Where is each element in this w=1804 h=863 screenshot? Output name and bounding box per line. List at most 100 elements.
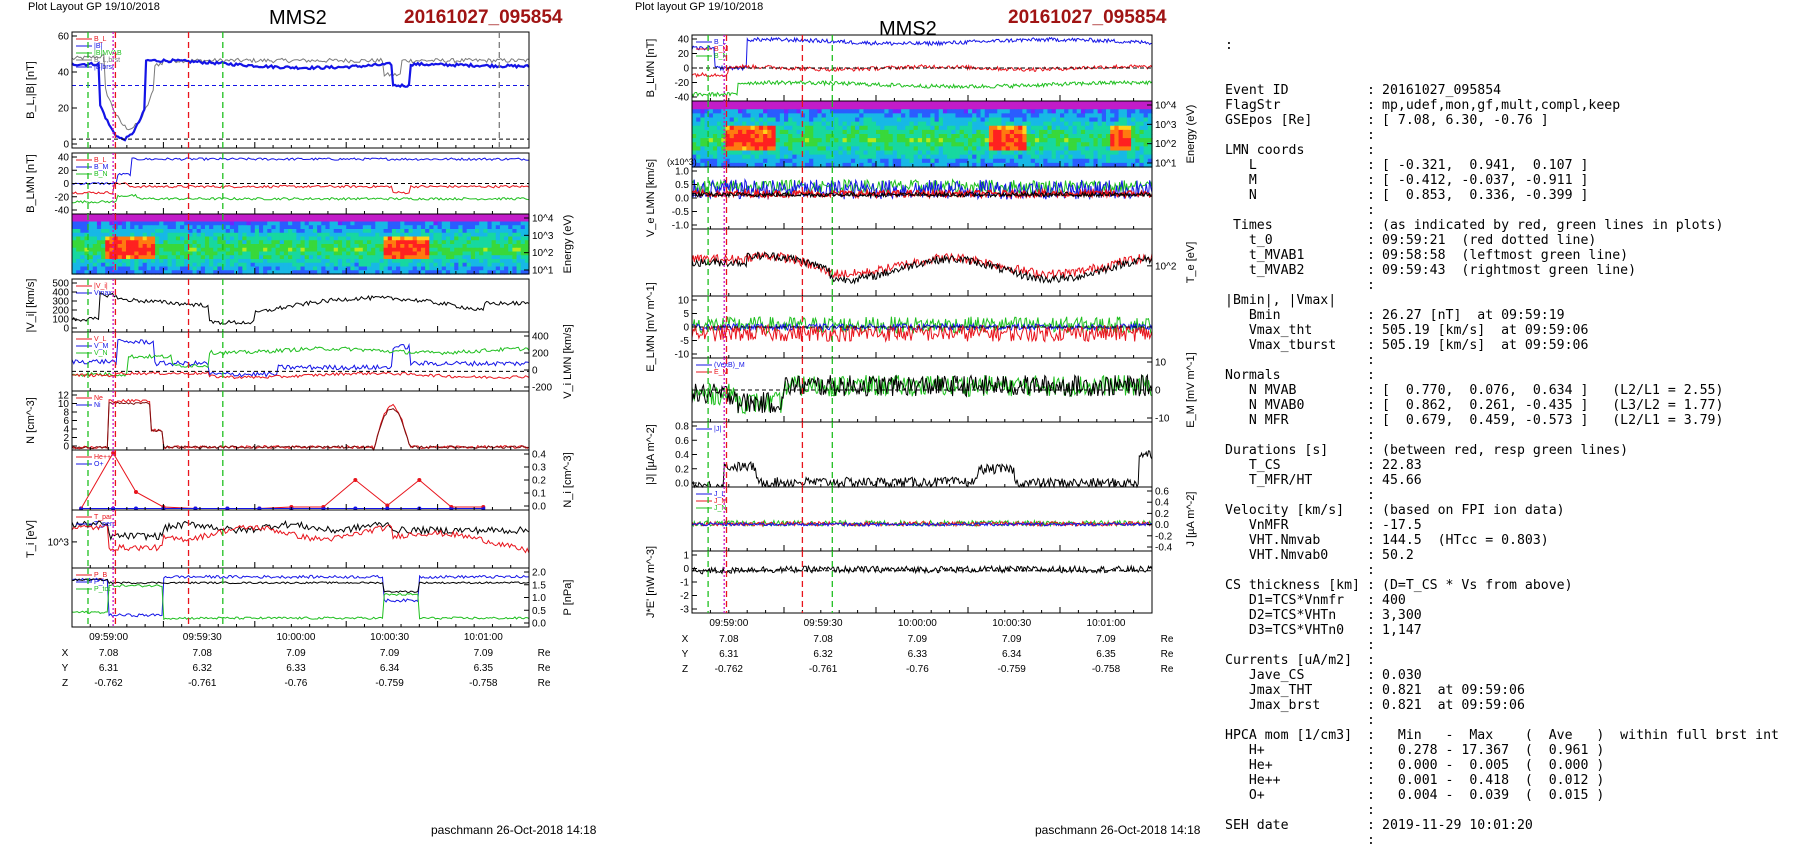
info-key [1225,353,1367,368]
spectrogram-cell [942,158,948,164]
spectrogram-cell [437,229,443,234]
spectrogram-cell [804,146,810,152]
spectrogram-cell [296,244,302,249]
spectrogram-cell [1080,101,1086,106]
spectrogram-cell [1101,125,1107,131]
spectrogram-cell [934,146,940,152]
legend-entry: B_N [714,53,728,60]
spectrogram-cell [138,236,144,241]
spectrogram-cell [163,229,169,234]
ytick-label: 0.2 [532,476,546,487]
spectrogram-cell [909,125,915,131]
spectrogram-cell [92,270,98,275]
spectrogram-cell [1126,134,1132,139]
spectrogram-cell [346,266,351,271]
spectrogram-cell [342,262,347,268]
spectrogram-cell [1106,101,1111,106]
spectrogram-cell [404,240,410,245]
spectrogram-cell [159,229,164,234]
spectrogram-cell [450,262,455,268]
spectrogram-cell [491,236,497,241]
spectrogram-cell [329,262,335,268]
spectrogram-cell [192,221,198,226]
spectrogram-cell [508,262,513,268]
spectrogram-cell [859,129,865,135]
spectrogram-cell [80,259,86,264]
spectrogram-cell [437,270,443,275]
spectrogram-cell [746,125,752,131]
ytick-label: 2 [63,433,69,444]
spectrogram-cell [242,217,248,223]
vexb-series [691,374,1153,415]
spectrogram-cell [993,109,998,114]
spectrogram-cell [267,270,273,275]
spectrogram-cell [229,247,235,253]
spectrogram-cell [1026,158,1032,164]
spectrogram-cell [279,240,285,245]
spectrogram-cell [855,154,860,160]
spectrogram-cell [1085,146,1090,152]
position-value: 7.09 [380,648,400,659]
spectrogram-cell [1047,154,1053,160]
spectrogram-cell [892,162,898,168]
spectrogram-cell [416,240,422,245]
spectrogram-cell [867,134,873,139]
spectrogram-cell [358,247,364,253]
spectrogram-cell [204,259,210,264]
spectrogram-cell [817,154,823,160]
spectrogram-cell [1026,146,1032,152]
spectrogram-cell [454,259,459,264]
spectrogram-cell [712,158,718,164]
spectrogram-cell [934,154,940,160]
position-value: 7.09 [474,648,494,659]
spectrogram-cell [1089,121,1095,127]
spectrogram-cell [512,214,518,219]
spectrogram-cell [171,221,177,226]
spectrogram-cell [871,146,877,152]
spectrogram-cell [371,244,376,249]
ylabel: |V_i| [km/s] [25,278,37,332]
info-row: Times: (as indicated by red, green lines … [1225,218,1800,233]
spectrogram-cell [80,221,86,226]
spectrogram-cell [84,244,90,249]
spectrogram-cell [250,240,256,245]
spectrogram-cell [942,117,948,123]
spectrogram-cell [130,236,135,241]
spectrogram-cell [1122,117,1128,123]
spectrogram-cell [292,236,297,241]
spectrogram-cell [229,244,235,249]
spectrogram-cell [959,142,965,147]
spectrogram-cell [968,154,973,160]
spectrogram-cell [850,129,856,135]
spectrogram-cell [308,251,314,256]
spectrogram-cell [458,229,464,234]
spectrogram-cell [850,146,856,152]
spectrogram-cell [809,129,814,135]
spectrogram-cell [863,129,869,135]
spectrogram-cell [420,240,426,245]
ytick-label: 0.0 [532,502,546,513]
spectrogram-cell [842,101,848,106]
spectrogram-cell [520,229,526,234]
spectrogram-cell [717,125,722,131]
spectrogram-cell [712,134,718,139]
spectrogram-cell [754,117,760,123]
spectrogram-cell [292,225,297,230]
spectrogram-cell [408,262,414,268]
spectrogram-cell [738,101,743,106]
spectrogram-cell [524,221,530,226]
spectrogram-cell [80,247,86,253]
spectrogram-cell [692,125,697,131]
spectrogram-cell [1118,162,1124,168]
info-row: VnMFR: -17.5 [1225,518,1800,533]
spectrogram-cell [1051,142,1057,147]
spectrogram-cell [1030,101,1036,106]
spectrogram-cell [437,266,443,271]
spectrogram-cell [325,259,331,264]
ptot-series [71,578,530,594]
spectrogram-cell [951,105,957,110]
spectrogram-cell [892,150,898,156]
ytick-label: 0.0 [532,619,546,630]
info-value: (D=T_CS * Vs from above) [1382,578,1573,593]
spectrogram-cell [963,109,969,114]
